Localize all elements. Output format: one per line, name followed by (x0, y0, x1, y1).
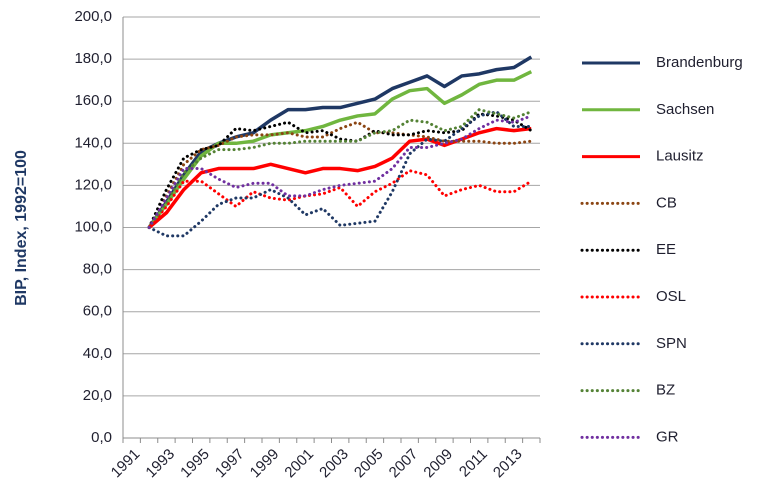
x-tick-label: 1993 (142, 446, 178, 482)
series-line (147, 108, 533, 229)
y-tick-label: 40,0 (83, 345, 112, 362)
y-tick-label: 180,0 (74, 50, 112, 67)
x-tick-label: 2003 (316, 446, 352, 482)
y-tick-label: 20,0 (83, 387, 112, 404)
y-tick-label: 120,0 (74, 176, 112, 193)
y-tick-label: 80,0 (83, 261, 112, 278)
y-tick-label: 140,0 (74, 134, 112, 151)
legend-label: Brandenburg (656, 54, 743, 71)
x-tick-label: 2001 (281, 446, 317, 482)
x-tick-label: 2011 (456, 446, 491, 481)
legend-label: Lausitz (656, 148, 704, 165)
legend-label: Sachsen (656, 101, 714, 118)
x-tick-label: 2005 (351, 446, 387, 482)
y-tick-label: 0,0 (91, 429, 112, 446)
series-line (147, 114, 533, 229)
legend-label: SPN (656, 335, 687, 352)
y-axis-label: BIP, Index, 1992=100 (13, 150, 30, 306)
x-tick-label: 1999 (247, 446, 283, 482)
x-tick-label: 2009 (420, 446, 456, 482)
x-tick-label: 1997 (212, 446, 248, 482)
y-tick-label: 100,0 (74, 218, 112, 235)
series-line (147, 126, 532, 229)
x-tick-label: 2007 (386, 446, 422, 482)
legend-label: GR (656, 428, 679, 445)
legend-label: OSL (656, 288, 686, 305)
series-line (147, 169, 533, 229)
series-line (147, 110, 533, 238)
legend-label: CB (656, 194, 677, 211)
x-tick-label: 1995 (177, 446, 213, 482)
legend-label: BZ (656, 382, 675, 399)
series-line (147, 120, 533, 229)
series-line (147, 112, 533, 229)
x-tick-label: 2013 (490, 446, 526, 482)
legend-label: EE (656, 241, 676, 258)
y-tick-label: 60,0 (83, 303, 112, 320)
y-tick-label: 160,0 (74, 92, 112, 109)
y-tick-label: 200,0 (74, 8, 112, 25)
x-tick-label: 1991 (108, 446, 144, 482)
